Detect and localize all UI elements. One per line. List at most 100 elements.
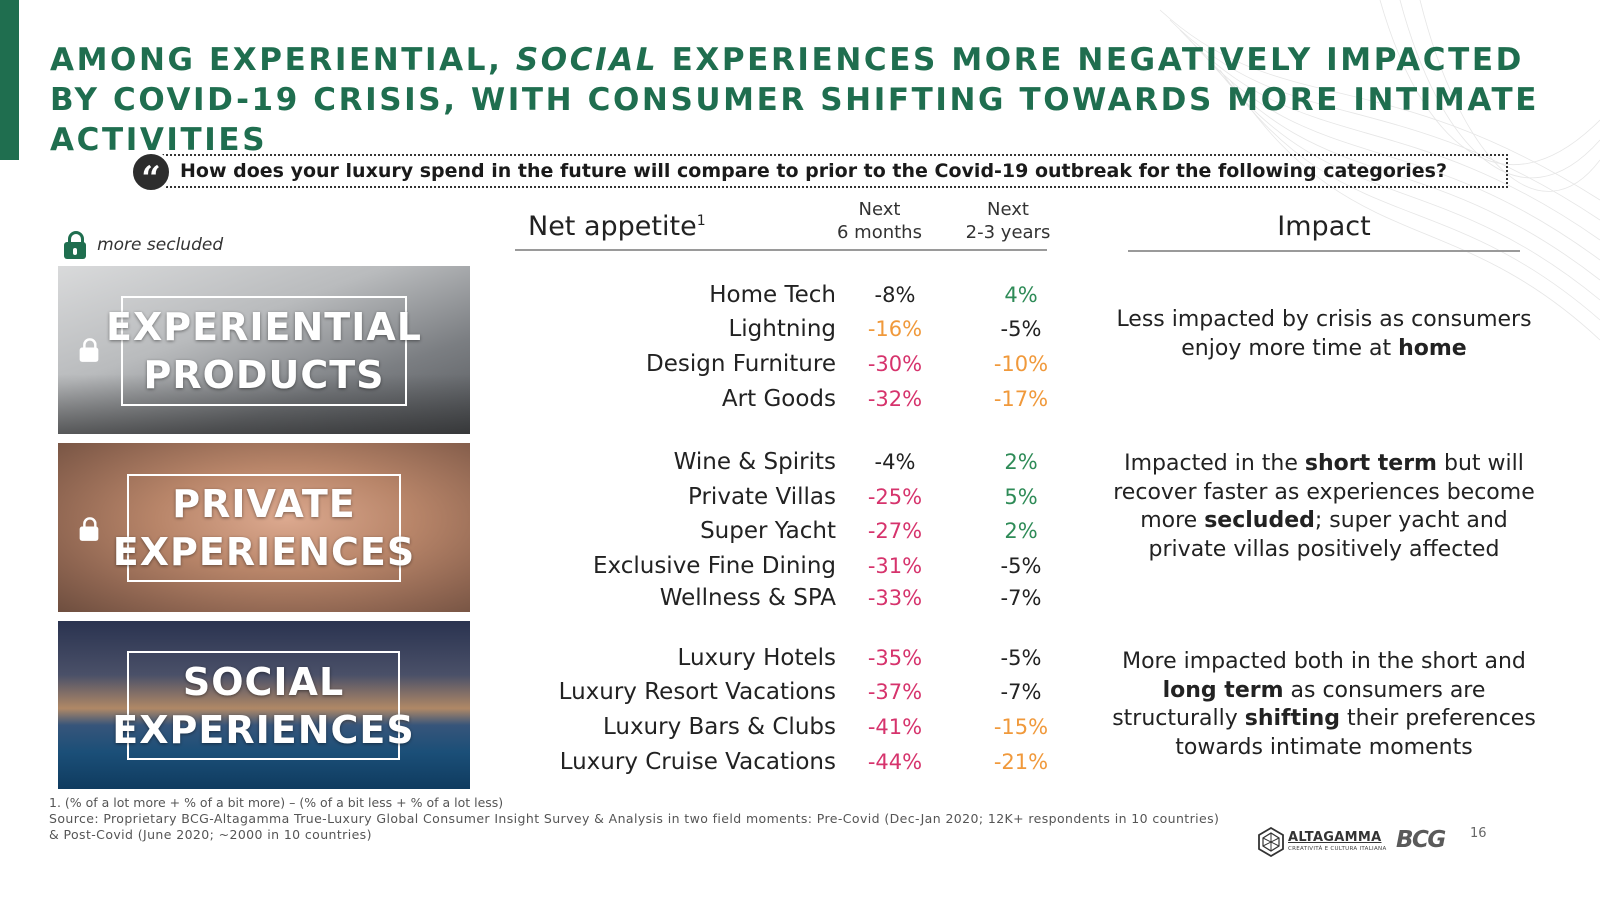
table-row: Luxury Hotels -35% -5% [520,642,1060,674]
spa-hands-photo [58,443,470,612]
altagamma-wordmark: ALTAGAMMA [1288,830,1382,845]
title-part-2: EXPERIENCES MORE NEGATIVELY IMPACTED BY … [50,42,1540,158]
table-header-rule [515,249,1047,251]
impact-header-rule [1128,250,1520,252]
panel-experiential-products: EXPERIENTIAL PRODUCTS [58,266,470,434]
table-row: Wine & Spirits -4% 2% [520,446,1060,478]
panel-private-experiences: PRIVATE EXPERIENCES [58,443,470,612]
value-next-2-3-years: 2% [1004,450,1038,474]
impact-header: Impact [1277,211,1371,242]
value-next-6-months: -30% [867,352,923,376]
quote-icon: “ [130,151,172,199]
panel-social-experiences: SOCIAL EXPERIENCES [58,621,470,789]
value-next-2-3-years: -5% [1000,554,1042,578]
legend: more secluded [64,231,223,261]
legend-label: more secluded [97,235,224,255]
page-number: 16 [1470,826,1487,841]
source-note: Source: Proprietary BCG-Altagamma True-L… [49,811,1220,842]
value-next-6-months: -31% [867,554,923,578]
accent-bar [0,0,19,160]
survey-question-box: How does your luxury spend in the future… [150,154,1508,188]
value-next-6-months: -27% [867,519,923,543]
lock-icon [64,231,86,259]
value-next-6-months: -44% [867,750,923,774]
value-next-2-3-years: -17% [993,387,1049,411]
impact-text-run: as consumers are structurally [1112,677,1486,732]
panel-label: EXPERIENTIAL PRODUCTS [106,305,422,397]
table-row: Super Yacht -27% 2% [520,515,1060,547]
value-next-2-3-years: 5% [1004,485,1038,509]
impact-emphasis: shifting [1244,706,1341,731]
value-next-6-months: -35% [867,646,923,670]
impact-text-run: their preferences towards intimate momen… [1175,706,1536,760]
panel-label-box: PRIVATE EXPERIENCES [113,474,414,582]
impact-text-run: Impacted in the [1124,451,1305,476]
panel-label: SOCIAL EXPERIENCES [112,659,415,752]
category-label: Luxury Cruise Vacations [559,749,836,775]
table-row: Luxury Resort Vacations -37% -7% [520,676,1060,708]
value-next-6-months: -25% [867,485,923,509]
category-label: Art Goods [721,386,836,412]
table-row: Luxury Cruise Vacations -44% -21% [520,746,1060,778]
value-next-2-3-years: -21% [993,750,1049,774]
lock-icon [79,338,99,362]
category-label: Luxury Bars & Clubs [602,714,836,740]
bcg-logo: BCG [1396,827,1446,853]
value-next-6-months: -16% [867,317,923,341]
impact-text-run: ; super yacht and private villas positiv… [1148,508,1508,562]
altagamma-logo: ALTAGAMMA CREATIVITÀ E CULTURA ITALIANA [1258,826,1387,858]
category-label: Exclusive Fine Dining [592,553,836,579]
lock-icon [79,517,99,541]
value-next-6-months: -8% [874,283,916,307]
value-next-6-months: -33% [867,586,923,610]
impact-emphasis: secluded [1204,508,1315,533]
value-next-2-3-years: -10% [993,352,1049,376]
category-label: Super Yacht [700,518,836,544]
impact-emphasis: home [1398,335,1467,361]
column-header-next-6-months: Next 6 months [837,199,922,243]
category-label: Luxury Hotels [677,645,836,671]
altagamma-tagline: CREATIVITÀ E CULTURA ITALIANA [1288,846,1387,852]
impact-text-run: but will recover faster as experiences b… [1113,451,1535,533]
value-next-2-3-years: -7% [1000,680,1042,704]
category-label: Wellness & SPA [659,585,836,611]
table-row: Luxury Bars & Clubs -41% -15% [520,711,1060,743]
value-next-6-months: -41% [867,715,923,739]
panel-label-box: EXPERIENTIAL PRODUCTS [106,296,421,406]
net-appetite-label: Net appetite [528,211,697,242]
category-label: Lightning [728,316,836,342]
value-next-2-3-years: 4% [1004,283,1038,307]
value-next-2-3-years: -5% [1000,646,1042,670]
value-next-2-3-years: -7% [1000,586,1042,610]
category-label: Home Tech [709,282,836,308]
impact-emphasis: short term [1304,451,1437,476]
value-next-2-3-years: 2% [1004,519,1038,543]
value-next-2-3-years: -15% [993,715,1049,739]
title-part-1: AMONG EXPERIENTIAL, [50,42,516,78]
value-next-6-months: -37% [867,680,923,704]
impact-emphasis: long term [1162,677,1284,703]
category-label: Wine & Spirits [673,449,836,475]
column-header-next-2-3-years: Next 2-3 years [965,199,1051,243]
category-label: Luxury Resort Vacations [558,679,836,705]
value-next-6-months: -4% [874,450,916,474]
net-appetite-header: Net appetite1 [528,211,706,242]
page-title: AMONG EXPERIENTIAL, SOCIAL EXPERIENCES M… [50,40,1570,160]
title-italic: SOCIAL [515,42,659,78]
category-label: Design Furniture [646,351,836,377]
panel-label-box: SOCIAL EXPERIENCES [112,651,414,760]
panel-label: PRIVATE EXPERIENCES [112,482,416,574]
footnote: 1. (% of a lot more + % of a bit more) –… [49,795,504,810]
impact-text-private: Impacted in the short term but will reco… [1100,450,1548,564]
category-label: Private Villas [688,484,836,510]
table-row: Design Furniture -30% -10% [520,348,1060,380]
table-row: Private Villas -25% 5% [520,481,1060,513]
value-next-2-3-years: -5% [1000,317,1042,341]
impact-text-run: More impacted both in the short and [1122,649,1526,674]
altagamma-emblem-icon [1258,827,1284,857]
net-appetite-footnote-ref: 1 [696,213,706,229]
survey-question-text: How does your luxury spend in the future… [180,160,1447,182]
table-row: Lightning -16% -5% [520,313,1060,345]
table-row: Exclusive Fine Dining -31% -5% [520,550,1060,582]
impact-text-run: Less impacted by crisis as consumers enj… [1116,307,1532,361]
